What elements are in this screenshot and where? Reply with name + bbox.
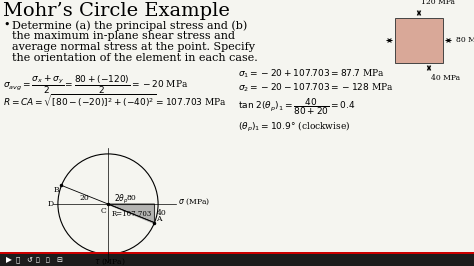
Bar <box>395 18 443 63</box>
Bar <box>0 252 474 254</box>
Text: •: • <box>3 20 9 30</box>
Text: the orientation of the element in each case.: the orientation of the element in each c… <box>12 53 258 63</box>
Text: $\tau$ (MPa): $\tau$ (MPa) <box>94 257 126 266</box>
Text: Ⓑ: Ⓑ <box>36 257 40 263</box>
Text: ⊟: ⊟ <box>56 257 62 263</box>
Text: ↺: ↺ <box>26 257 32 263</box>
Text: 40 MPa: 40 MPa <box>431 74 460 82</box>
Text: 80: 80 <box>127 194 136 202</box>
Text: 40: 40 <box>156 209 166 217</box>
Text: $\sigma_{avg} = \dfrac{\sigma_x + \sigma_y}{2} = \dfrac{80 + (-120)}{2} = -20$ M: $\sigma_{avg} = \dfrac{\sigma_x + \sigma… <box>3 73 188 96</box>
Text: 80 MPa: 80 MPa <box>456 36 474 44</box>
Text: ▶: ▶ <box>6 256 12 264</box>
Text: Ⓢ: Ⓢ <box>46 257 50 263</box>
Text: $\sigma$ (MPa): $\sigma$ (MPa) <box>178 197 210 207</box>
Text: $(\theta_p)_1 = 10.9°$ (clockwise): $(\theta_p)_1 = 10.9°$ (clockwise) <box>238 120 350 134</box>
Text: Determine (a) the principal stress and (b): Determine (a) the principal stress and (… <box>12 20 247 31</box>
Text: $2\theta_p$: $2\theta_p$ <box>114 192 128 206</box>
Text: average normal stress at the point. Specify: average normal stress at the point. Spec… <box>12 42 255 52</box>
Text: R=107.703: R=107.703 <box>112 210 152 218</box>
Text: B: B <box>54 186 59 194</box>
Text: 20: 20 <box>80 194 90 202</box>
Text: A: A <box>156 215 162 223</box>
Text: C: C <box>101 207 107 215</box>
Text: $\tan\,2(\theta_p)_1 = \dfrac{40}{80+20} = 0.4$: $\tan\,2(\theta_p)_1 = \dfrac{40}{80+20}… <box>238 96 356 117</box>
Text: ⏸: ⏸ <box>16 257 20 263</box>
Text: $R = CA = \sqrt{[80-(-20)]^2+(-40)^2} = 107.703$ MPa: $R = CA = \sqrt{[80-(-20)]^2+(-40)^2} = … <box>3 93 227 110</box>
Text: the maximum in-plane shear stress and: the maximum in-plane shear stress and <box>12 31 235 41</box>
Bar <box>0 252 474 266</box>
Text: 120 MPa: 120 MPa <box>421 0 455 6</box>
Text: Mohr’s Circle Example: Mohr’s Circle Example <box>3 2 230 20</box>
Text: $\sigma_2 = -20 - 107.703 = -128$ MPa: $\sigma_2 = -20 - 107.703 = -128$ MPa <box>238 82 393 94</box>
Polygon shape <box>108 204 155 223</box>
Text: $\sigma_1 = -20 + 107.703 = 87.7$ MPa: $\sigma_1 = -20 + 107.703 = 87.7$ MPa <box>238 68 384 81</box>
Text: D: D <box>48 200 54 208</box>
